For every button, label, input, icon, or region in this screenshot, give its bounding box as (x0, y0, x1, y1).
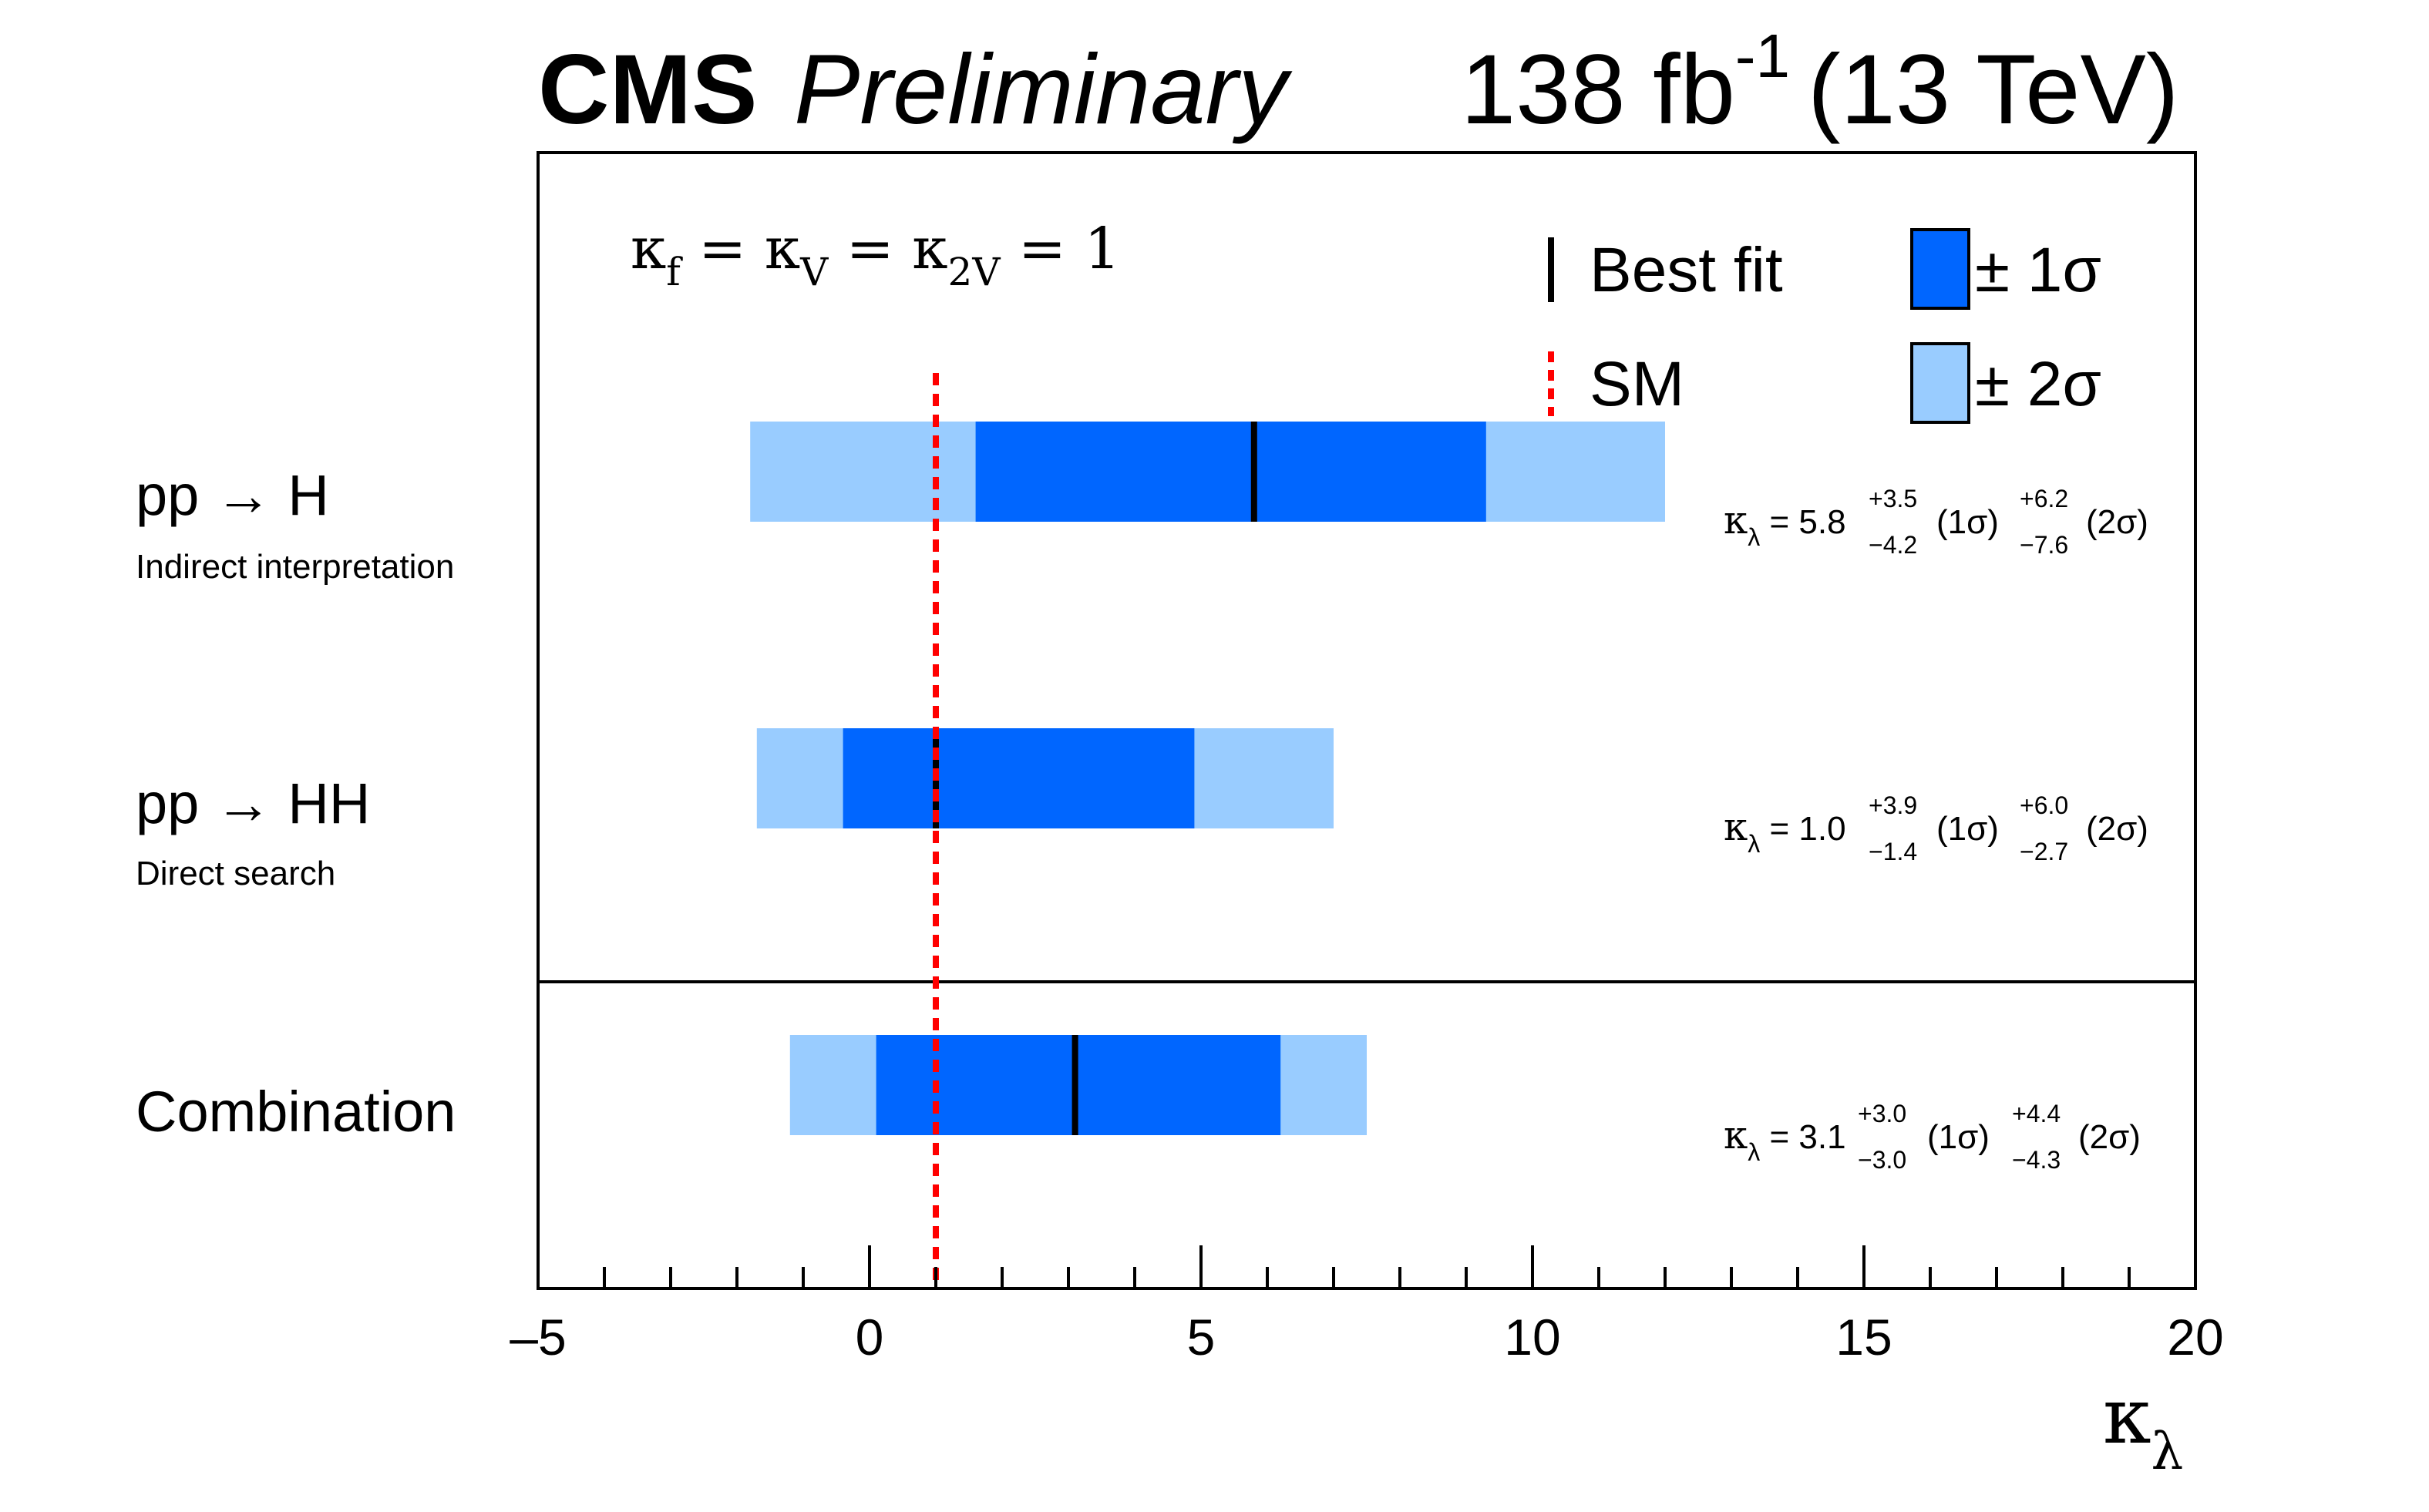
row-3-one-sigma-band (876, 1035, 1281, 1135)
x-tick-label: 20 (2167, 1309, 2223, 1366)
legend-two-sigma-label: ± 2σ (1975, 349, 2101, 419)
row-3-title: Combination (136, 1080, 456, 1144)
legend-best-fit-label: Best fit (1590, 235, 1783, 305)
coupling-condition: κf = κV = κ2V = 1 (631, 216, 1121, 299)
x-tick-label: –5 (510, 1309, 566, 1366)
x-tick-label: 0 (856, 1309, 884, 1366)
energy-label: (13 TeV) (1808, 35, 2178, 145)
row-2-subtitle: Direct search (136, 855, 335, 892)
x-tick-label: 5 (1187, 1309, 1216, 1366)
legend-one-sigma-swatch (1910, 228, 1970, 310)
interval-bars (750, 422, 1666, 1135)
x-axis-title: κλ (2103, 1371, 2183, 1481)
legend-one-sigma-label: ± 1σ (1975, 235, 2101, 305)
legend-sm-label: SM (1590, 349, 1684, 419)
luminosity-exponent: -1 (1735, 22, 1790, 90)
row-1-subtitle: Indirect interpretation (136, 548, 454, 586)
plot-frame (537, 151, 2197, 1290)
x-axis: –5 0 5 10 15 20 (510, 1245, 2224, 1366)
row-2-one-sigma-band (843, 728, 1195, 828)
row-1-one-sigma-band (975, 422, 1486, 522)
x-tick-label: 10 (1504, 1309, 1560, 1366)
row-1-title: pp → H (136, 463, 329, 527)
x-tick-label: 15 (1835, 1309, 1892, 1366)
legend: Best fit SM ± 1σ ± 2σ (1548, 228, 2101, 424)
status-label: Preliminary (794, 35, 1293, 145)
experiment-label: CMS (538, 35, 757, 145)
luminosity-label: 138 fb-1 (1461, 22, 1790, 145)
row-2-result: κλ = 1.0 +3.9 −1.4 (1σ) +6.0 −2.7 (2σ) (1724, 784, 2148, 868)
row-1-result: κλ = 5.8 +3.5 −4.2 (1σ) +6.2 −7.6 (2σ) (1724, 477, 2148, 561)
row-3-result: κλ = 3.1 +3.0 −3.0 (1σ) +4.4 −4.3 (2σ) (1724, 1092, 2141, 1176)
row-2-title: pp → HH (136, 771, 370, 835)
legend-two-sigma-swatch (1910, 342, 1970, 424)
